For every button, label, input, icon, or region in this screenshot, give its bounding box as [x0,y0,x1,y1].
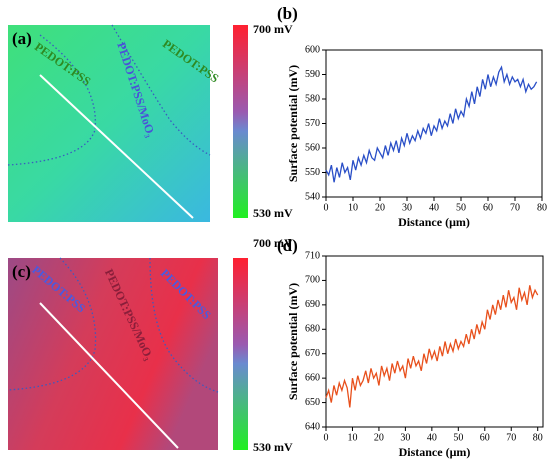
panel-label: (a) [12,29,32,48]
map-image [8,258,218,450]
y-axis-label: Surface potential (mV) [286,65,300,182]
plot-frame [325,255,544,428]
boundary [111,24,211,156]
x-tick-label: 60 [480,432,490,443]
colorbar-max: 700 mV [253,22,293,36]
y-tick-label: 550 [305,167,320,178]
y-tick-label: 540 [305,191,320,202]
y-tick-label: 650 [305,397,320,408]
scan-line [39,74,194,219]
x-tick-label: 30 [400,432,410,443]
x-tick-label: 80 [533,432,543,443]
x-tick-label: 40 [427,432,437,443]
y-tick-label: 570 [305,118,320,129]
panel-label: (b) [277,4,298,23]
x-tick-label: 50 [456,202,466,213]
x-tick-label: 40 [429,202,439,213]
x-axis-label: Distance (μm) [398,215,470,229]
panel-label: (d) [277,236,298,255]
y-tick-label: 640 [305,421,320,432]
x-tick-label: 30 [402,202,412,213]
scan-line [39,302,179,449]
data-line [325,285,539,408]
x-tick-label: 70 [506,432,516,443]
colorbar [233,25,248,218]
y-axis-label: Surface potential (mV) [286,283,300,400]
colorbar-max: 700 mV [253,236,293,250]
y-tick-label: 660 [305,372,320,383]
x-tick-label: 20 [375,202,385,213]
x-tick-label: 0 [324,202,329,213]
x-tick-label: 20 [374,432,384,443]
y-tick-label: 680 [305,324,320,335]
boundary [7,34,97,166]
y-tick-label: 710 [305,250,320,261]
plot-frame [325,49,543,198]
x-tick-label: 0 [324,432,329,443]
x-tick-label: 10 [347,432,357,443]
colorbar-min: 530 mV [253,206,293,220]
x-tick-label: 10 [348,202,358,213]
x-axis-label: Distance (μm) [399,445,471,459]
colorbar [233,258,248,450]
x-tick-label: 70 [510,202,520,213]
panel-label: (c) [12,262,31,281]
y-tick-label: 690 [305,299,320,310]
y-tick-label: 560 [305,142,320,153]
colorbar-min: 530 mV [253,440,293,454]
y-tick-label: 590 [305,69,320,80]
data-line [325,65,538,183]
x-tick-label: 80 [537,202,547,213]
y-tick-label: 670 [305,348,320,359]
x-tick-label: 60 [483,202,493,213]
y-tick-label: 600 [305,44,320,55]
y-tick-label: 700 [305,275,320,286]
y-tick-label: 580 [305,93,320,104]
map-image [8,25,210,222]
boundary [7,257,97,391]
x-tick-label: 50 [453,432,463,443]
